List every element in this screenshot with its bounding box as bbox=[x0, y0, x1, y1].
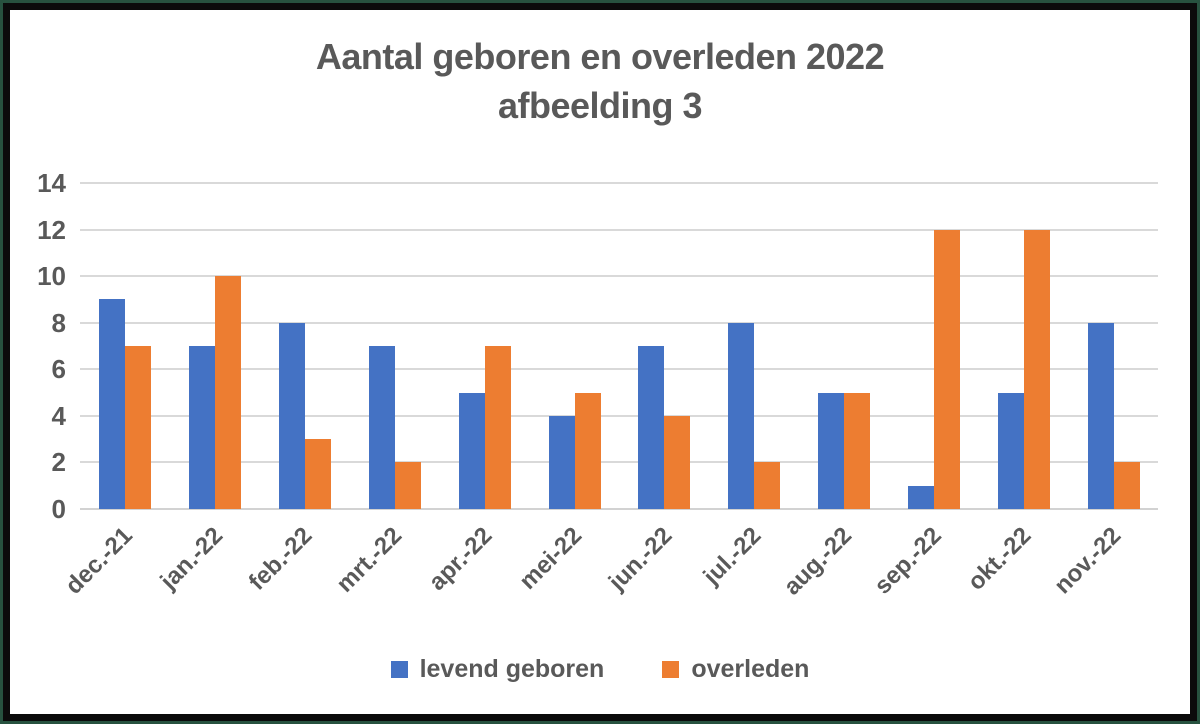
gridline bbox=[80, 182, 1158, 184]
x-axis-tick-label: sep.-22 bbox=[868, 522, 947, 600]
legend: levend geboren overleden bbox=[0, 652, 1200, 686]
bar-levend-geboren bbox=[1087, 322, 1114, 509]
plot-area bbox=[80, 182, 1158, 510]
bar-overleden bbox=[844, 392, 871, 509]
y-axis: 0 2 4 6 8 10 12 14 bbox=[0, 170, 66, 522]
gridline bbox=[80, 321, 1158, 324]
bar-overleden bbox=[933, 229, 960, 509]
bar-levend-geboren bbox=[548, 415, 575, 509]
chart-title: Aantal geboren en overleden 2022 bbox=[315, 36, 885, 77]
bar-overleden bbox=[1113, 462, 1140, 509]
y-axis-tick-label: 14 bbox=[37, 168, 66, 198]
gridline bbox=[80, 228, 1158, 231]
y-axis-tick-label: 4 bbox=[51, 400, 66, 431]
legend-swatch-overleden bbox=[662, 660, 680, 678]
gridline bbox=[80, 275, 1158, 278]
bar-levend-geboren bbox=[997, 392, 1024, 509]
bar-levend-geboren bbox=[99, 299, 126, 509]
bar-levend-geboren bbox=[818, 392, 845, 509]
y-axis-tick-label: 2 bbox=[51, 447, 66, 478]
x-axis-tick-label: feb.-22 bbox=[243, 522, 318, 596]
y-axis-tick-label: 12 bbox=[37, 214, 66, 245]
x-axis-tick-label: mei-22 bbox=[514, 522, 588, 595]
x-axis-tick-label: aug.-22 bbox=[778, 522, 857, 601]
bar-levend-geboren bbox=[638, 346, 665, 509]
x-axis-tick-label: apr.-22 bbox=[423, 522, 498, 596]
bar-overleden bbox=[754, 462, 781, 509]
bar-overleden bbox=[664, 415, 691, 509]
bar-overleden bbox=[1023, 229, 1050, 509]
x-axis: dec.-21 jan.-22 feb.-22 mrt.-22 apr.-22 mei-2… bbox=[60, 522, 1158, 642]
bar-levend-geboren bbox=[279, 322, 306, 509]
x-axis-tick-label: okt.-22 bbox=[962, 522, 1037, 596]
legend-item-levend-geboren: levend geboren bbox=[390, 654, 605, 684]
bar-overleden bbox=[484, 346, 511, 509]
legend-item-overleden: overleden bbox=[662, 655, 809, 684]
x-axis-tick-label: jun.-22 bbox=[603, 522, 677, 596]
chart-subtitle: afbeelding 3 bbox=[497, 85, 703, 126]
bar-overleden bbox=[574, 392, 601, 509]
y-axis-tick-label: 8 bbox=[51, 307, 66, 338]
gridline bbox=[80, 414, 1158, 417]
bar-levend-geboren bbox=[458, 392, 485, 509]
x-axis-tick-label: jul.-22 bbox=[698, 522, 767, 591]
legend-label-overleden: overleden bbox=[691, 654, 810, 683]
bar-overleden bbox=[305, 439, 332, 509]
bar-levend-geboren bbox=[189, 346, 216, 509]
y-axis-tick-label: 6 bbox=[51, 354, 66, 385]
legend-label-levend-geboren: levend geboren bbox=[419, 654, 605, 683]
x-axis-tick-label: mrt.-22 bbox=[331, 522, 408, 598]
x-axis-tick-label: dec.-21 bbox=[60, 522, 138, 600]
bar-overleden bbox=[215, 276, 242, 509]
chart-title-block: Aantal geboren en overleden 2022 afbeeld… bbox=[0, 32, 1200, 130]
x-axis-tick-label: nov.-22 bbox=[1048, 522, 1127, 600]
x-axis-tick-label: jan.-22 bbox=[154, 522, 228, 595]
bar-levend-geboren bbox=[907, 485, 934, 509]
y-axis-tick-label: 0 bbox=[51, 494, 66, 524]
bar-overleden bbox=[125, 346, 152, 509]
x-axis-line bbox=[80, 508, 1158, 510]
bar-levend-geboren bbox=[728, 322, 755, 509]
gridline bbox=[80, 461, 1158, 464]
gridline bbox=[80, 368, 1158, 371]
bar-levend-geboren bbox=[368, 346, 395, 509]
bar-overleden bbox=[394, 462, 421, 509]
legend-swatch-levend-geboren bbox=[390, 660, 408, 678]
y-axis-tick-label: 10 bbox=[37, 261, 66, 292]
